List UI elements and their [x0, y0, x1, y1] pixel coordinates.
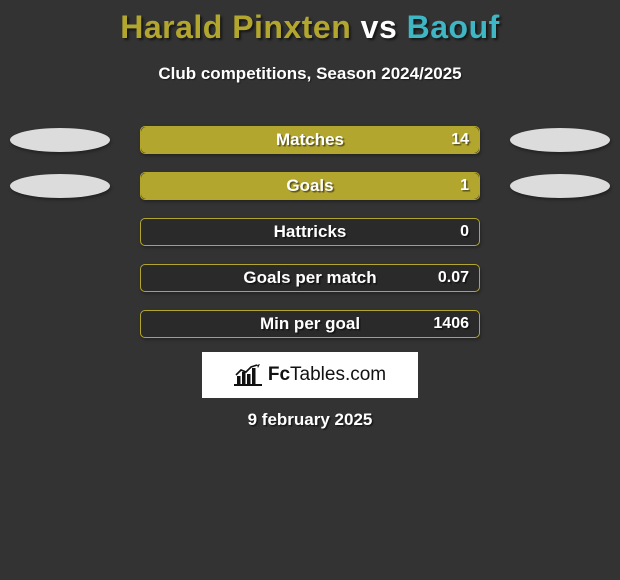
- player1-marker: [10, 128, 110, 152]
- subtitle: Club competitions, Season 2024/2025: [0, 64, 620, 84]
- stat-label: Min per goal: [141, 311, 479, 337]
- stat-row: Min per goal1406: [0, 310, 620, 338]
- stat-bar: Goals1: [140, 172, 480, 200]
- stat-value: 0: [460, 219, 469, 245]
- player2-marker: [510, 174, 610, 198]
- stat-label: Goals per match: [141, 265, 479, 291]
- stat-label: Hattricks: [141, 219, 479, 245]
- stat-value: 1406: [433, 311, 469, 337]
- comparison-title: Harald Pinxten vs Baouf: [0, 0, 620, 46]
- date-label: 9 february 2025: [0, 410, 620, 430]
- stat-value: 1: [460, 173, 469, 199]
- stat-label: Matches: [141, 127, 479, 153]
- stat-row: Matches14: [0, 126, 620, 154]
- stat-label: Goals: [141, 173, 479, 199]
- logo-main: Tables: [290, 364, 345, 385]
- stat-value: 14: [451, 127, 469, 153]
- player2-name: Baouf: [407, 9, 500, 45]
- logo-suffix: .com: [345, 364, 386, 385]
- player2-marker: [510, 128, 610, 152]
- player1-marker: [10, 174, 110, 198]
- stat-bar: Goals per match0.07: [140, 264, 480, 292]
- stat-bar: Hattricks0: [140, 218, 480, 246]
- stat-row: Goals per match0.07: [0, 264, 620, 292]
- stat-row: Hattricks0: [0, 218, 620, 246]
- bar-chart-icon: [234, 364, 262, 386]
- player1-name: Harald Pinxten: [120, 9, 351, 45]
- logo-prefix: Fc: [268, 364, 290, 385]
- stat-row: Goals1: [0, 172, 620, 200]
- stat-bar: Min per goal1406: [140, 310, 480, 338]
- stat-bar: Matches14: [140, 126, 480, 154]
- stats-list: Matches14 Goals1 Hattricks0 Goals per match…: [0, 126, 620, 338]
- logo-text: FcTables.com: [268, 364, 386, 386]
- fctables-logo[interactable]: FcTables.com: [202, 352, 418, 398]
- vs-separator: vs: [361, 9, 398, 45]
- stat-value: 0.07: [438, 265, 469, 291]
